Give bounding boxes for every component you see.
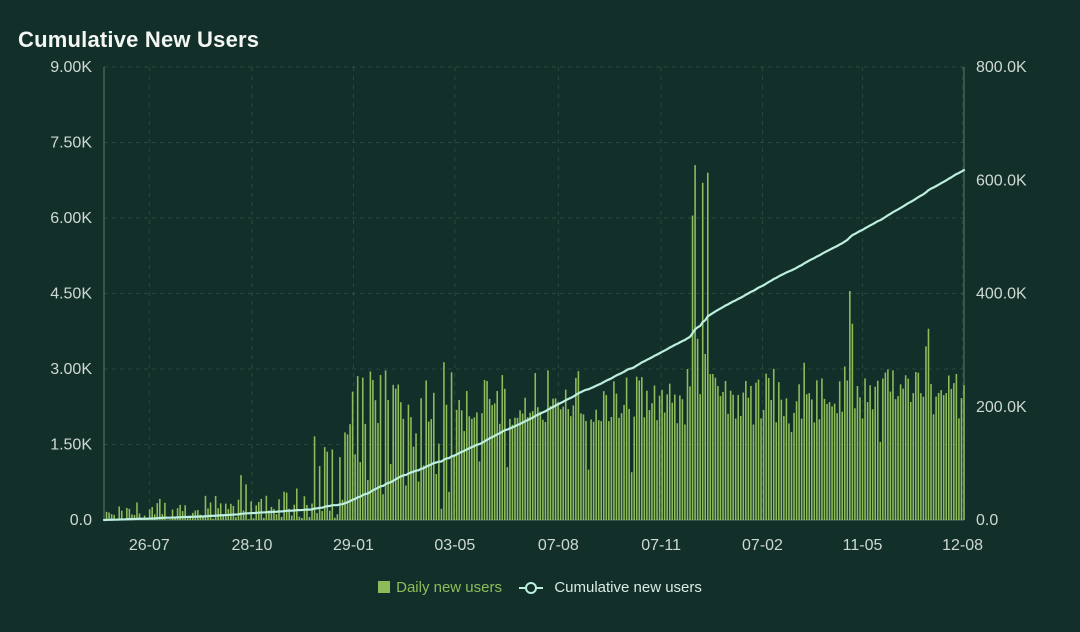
svg-text:28-10: 28-10 (232, 537, 273, 554)
svg-text:11-05: 11-05 (843, 537, 883, 554)
svg-text:03-05: 03-05 (434, 537, 475, 554)
svg-text:26-07: 26-07 (129, 537, 170, 554)
svg-text:12-08: 12-08 (942, 537, 983, 554)
svg-text:1.50K: 1.50K (50, 437, 92, 454)
svg-text:200.0K: 200.0K (976, 399, 1027, 416)
svg-text:07-11: 07-11 (641, 537, 681, 554)
svg-text:29-01: 29-01 (333, 537, 374, 554)
svg-text:400.0K: 400.0K (976, 286, 1027, 303)
svg-text:7.50K: 7.50K (50, 135, 92, 152)
svg-text:800.0K: 800.0K (976, 59, 1027, 76)
svg-text:9.00K: 9.00K (50, 59, 92, 76)
svg-text:600.0K: 600.0K (976, 172, 1027, 189)
svg-text:0.0: 0.0 (70, 512, 92, 529)
svg-text:3.00K: 3.00K (50, 361, 92, 378)
svg-text:4.50K: 4.50K (50, 286, 92, 303)
svg-text:6.00K: 6.00K (50, 210, 92, 227)
svg-text:07-02: 07-02 (742, 537, 783, 554)
svg-text:0.0: 0.0 (976, 512, 998, 529)
svg-text:07-08: 07-08 (538, 537, 579, 554)
